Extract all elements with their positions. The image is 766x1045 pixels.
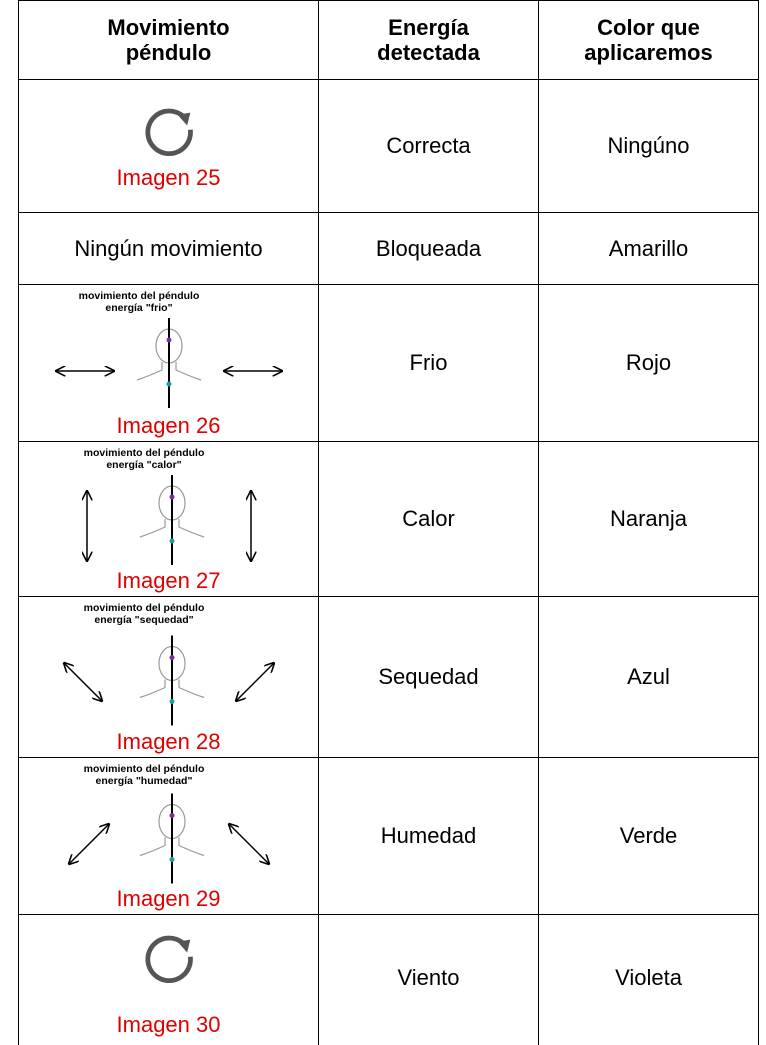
header-cell: Energía detectada — [318, 0, 539, 80]
header-line: aplicaremos — [584, 40, 713, 65]
color-cell: Ningúno — [538, 79, 759, 213]
energy-cell: Sequedad — [318, 596, 539, 758]
color-cell: Violeta — [538, 914, 759, 1045]
rotation-icon — [137, 929, 201, 993]
header-line: detectada — [377, 40, 480, 65]
energy-cell: Calor — [318, 441, 539, 597]
caption: Imagen 29 — [116, 885, 221, 911]
pendulum-figure: movimiento del péndulo energía "frio" — [44, 290, 294, 409]
color-cell: Rojo — [538, 284, 759, 442]
color-cell: Verde — [538, 757, 759, 915]
movement-cell: movimiento del péndulo energía "sequedad… — [18, 596, 319, 758]
energy-cell: Frio — [318, 284, 539, 442]
pendulum-figure: movimiento del péndulo energía "sequedad… — [44, 602, 294, 727]
row: movimiento del péndulo energía "calor" I… — [18, 441, 759, 597]
energy-cell: Correcta — [318, 79, 539, 213]
row: Imagen 25 Correcta Ningúno — [18, 79, 759, 213]
movement-cell: movimiento del péndulo energía "frio" Im… — [18, 284, 319, 442]
color-cell: Amarillo — [538, 212, 759, 285]
figure-text: energía "sequedad" — [94, 614, 193, 626]
figure-text: energía "humedad" — [95, 775, 192, 787]
figure-text: movimiento del péndulo — [78, 290, 199, 302]
row: Ningún movimiento Bloqueada Amarillo — [18, 212, 759, 285]
pendulum-figure: movimiento del péndulo energía "humedad" — [44, 763, 294, 885]
header-cell: Color que aplicaremos — [538, 0, 759, 80]
caption: Imagen 25 — [116, 165, 221, 190]
header-line: Movimiento — [107, 15, 230, 40]
caption: Imagen 28 — [116, 728, 221, 754]
movement-cell: movimiento del péndulo energía "humedad"… — [18, 757, 319, 915]
figure-text: energía "calor" — [106, 459, 181, 471]
caption: Imagen 26 — [116, 412, 221, 438]
figure-text: energía "frio" — [105, 302, 172, 314]
caption: Imagen 30 — [116, 1012, 221, 1037]
rotation-icon — [137, 102, 201, 166]
header-line: péndulo — [125, 40, 212, 65]
row: movimiento del péndulo energía "sequedad… — [18, 596, 759, 758]
color-cell: Azul — [538, 596, 759, 758]
figure-text: movimiento del péndulo — [83, 447, 204, 459]
movement-cell: Imagen 30 — [18, 914, 319, 1045]
figure-text: movimiento del péndulo — [83, 763, 204, 775]
energy-cell: Bloqueada — [318, 212, 539, 285]
movement-cell: movimiento del péndulo energía "calor" I… — [18, 441, 319, 597]
pendulum-figure: movimiento del péndulo energía "calor" — [44, 447, 294, 566]
pendulum-table: Movimiento péndulo Energía detectada Color… — [18, 0, 759, 1045]
header-row: Movimiento péndulo Energía detectada Color… — [18, 0, 759, 80]
caption: Imagen 27 — [116, 567, 221, 593]
header-cell: Movimiento péndulo — [18, 0, 319, 80]
row: movimiento del péndulo energía "humedad"… — [18, 757, 759, 915]
row: Imagen 30 Viento Violeta — [18, 914, 759, 1045]
energy-cell: Humedad — [318, 757, 539, 915]
header-line: Energía — [388, 15, 469, 40]
movement-cell: Ningún movimiento — [18, 212, 319, 285]
header-line: Color que — [597, 15, 700, 40]
figure-text: movimiento del péndulo — [83, 602, 204, 614]
movement-cell: Imagen 25 — [18, 79, 319, 213]
row: movimiento del péndulo energía "frio" Im… — [18, 284, 759, 442]
energy-cell: Viento — [318, 914, 539, 1045]
color-cell: Naranja — [538, 441, 759, 597]
